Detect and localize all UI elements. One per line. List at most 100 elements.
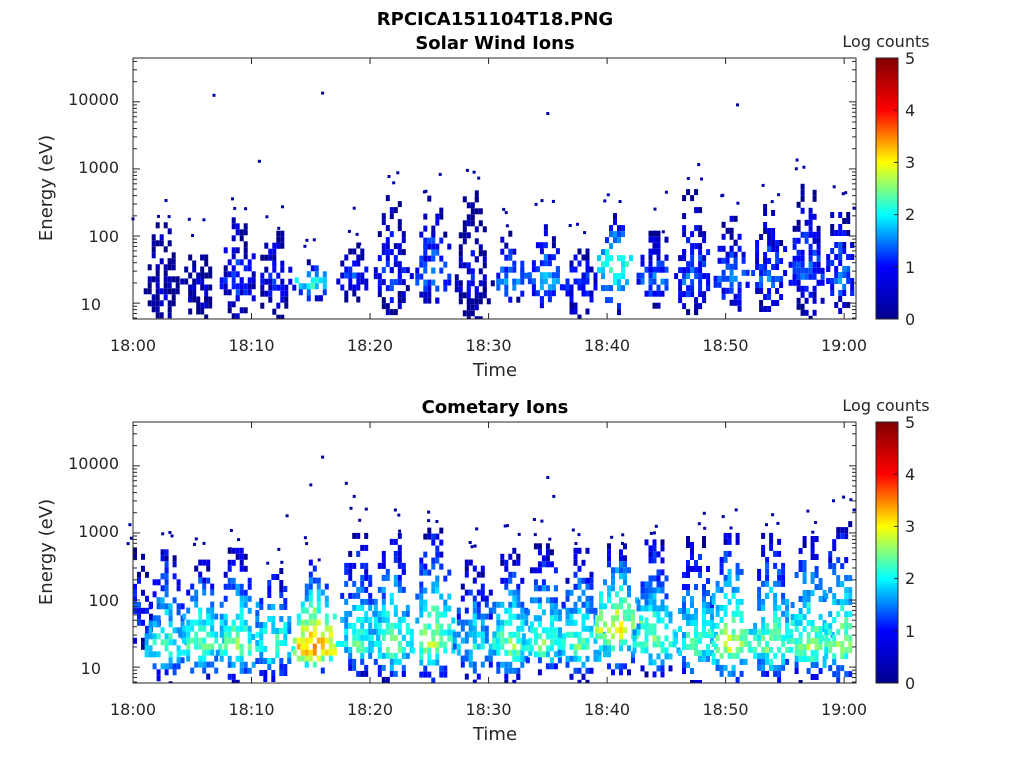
- heatmap-cell: [239, 595, 244, 602]
- heatmap-cell: [198, 577, 203, 584]
- heatmap-cell: [715, 634, 720, 641]
- heatmap-cell: [231, 283, 236, 290]
- heatmap-cell: [316, 607, 321, 614]
- heatmap-cell: [796, 201, 801, 208]
- heatmap-cell: [235, 271, 240, 278]
- heatmap-cell: [381, 598, 386, 605]
- heatmap-cell: [631, 609, 635, 616]
- heatmap-cell: [198, 643, 203, 650]
- heatmap-cell: [352, 640, 357, 647]
- heatmap-cell: [755, 246, 760, 252]
- heatmap-cell: [393, 207, 398, 214]
- heatmap-cell: [660, 266, 665, 273]
- heatmap-cell: [573, 559, 578, 566]
- heatmap-cell: [771, 240, 776, 246]
- heatmap-cell: [145, 571, 149, 578]
- heatmap-cell: [356, 532, 361, 539]
- heatmap-cell: [504, 607, 509, 614]
- heatmap-cell: [373, 640, 378, 647]
- heatmap-cell: [377, 664, 382, 671]
- heatmap-cell: [710, 626, 714, 632]
- heatmap-cell: [419, 587, 424, 594]
- heatmap-cell: [765, 580, 770, 587]
- heatmap-cell: [504, 565, 509, 572]
- heatmap-cell: [283, 604, 288, 610]
- heatmap-cell: [328, 631, 333, 638]
- heatmap-cell: [300, 619, 305, 626]
- heatmap-cell: [798, 650, 803, 656]
- heatmap-cell: [804, 273, 809, 280]
- heatmap-cell: [164, 669, 169, 676]
- heatmap-cell: [686, 620, 690, 626]
- heatmap-cell: [694, 273, 699, 280]
- heatmap-cell: [721, 287, 726, 294]
- heatmap-cell: [512, 655, 517, 662]
- heatmap-cell: [547, 272, 552, 279]
- heatmap-cell: [206, 577, 211, 584]
- heatmap-cell: [694, 309, 699, 316]
- heatmap-cell: [775, 246, 780, 252]
- heatmap-cell: [401, 634, 406, 641]
- heatmap-cell: [368, 580, 373, 587]
- heatmap-cell: [427, 623, 432, 630]
- heatmap-cell: [168, 639, 173, 646]
- heatmap-cell: [818, 614, 823, 620]
- heatmap-cell: [160, 627, 165, 634]
- heatmap-cell: [360, 616, 365, 623]
- heatmap-cell: [239, 589, 244, 596]
- heatmap-cell: [508, 248, 513, 255]
- heatmap-cell: [465, 168, 469, 172]
- heatmap-cell: [474, 292, 479, 299]
- heatmap-cell: [723, 664, 728, 671]
- heatmap-cell: [539, 278, 544, 285]
- heatmap-cell: [427, 285, 432, 292]
- heatmap-cell: [529, 645, 534, 652]
- heatmap-cell: [352, 622, 357, 629]
- heatmap-cell: [844, 599, 849, 606]
- heatmap-cell: [247, 667, 252, 674]
- heatmap-cell: [389, 538, 394, 545]
- heatmap-cell: [208, 284, 213, 291]
- heatmap-cell: [749, 628, 754, 635]
- heatmap-cell: [648, 545, 653, 552]
- heatmap-cell: [194, 601, 199, 608]
- heatmap-cell: [160, 663, 165, 670]
- heatmap-cell: [512, 571, 517, 578]
- heatmap-cell: [164, 609, 169, 616]
- heatmap-cell: [389, 634, 394, 641]
- heatmap-cell: [763, 258, 768, 264]
- heatmap-cell: [512, 595, 517, 602]
- heatmap-cell: [267, 616, 272, 622]
- heatmap-cell: [627, 603, 631, 610]
- heatmap-cell: [533, 567, 538, 574]
- heatmap-cell: [443, 575, 448, 582]
- heatmap-cell: [846, 212, 851, 218]
- heatmap-cell: [468, 559, 473, 566]
- heatmap-cell: [310, 265, 315, 272]
- heatmap-cell: [423, 225, 428, 232]
- heatmap-cell: [435, 629, 440, 636]
- heatmap-cell: [541, 555, 546, 562]
- heatmap-cell: [423, 285, 428, 292]
- heatmap-cell: [597, 267, 601, 274]
- heatmap-cell: [464, 655, 469, 662]
- heatmap-cell: [397, 279, 402, 286]
- heatmap-cell: [816, 237, 821, 244]
- heatmap-cell: [176, 663, 181, 670]
- heatmap-cell: [284, 290, 289, 297]
- heatmap-cell: [190, 625, 195, 632]
- heatmap-cell: [348, 284, 353, 291]
- heatmap-cell: [800, 189, 805, 196]
- heatmap-cell: [244, 207, 248, 211]
- heatmap-cell: [304, 619, 309, 626]
- heatmap-cell: [617, 303, 621, 310]
- heatmap-cell: [397, 622, 402, 629]
- heatmap-cell: [231, 625, 236, 632]
- heatmap-cell: [474, 298, 479, 305]
- heatmap-cell: [235, 655, 240, 662]
- heatmap-cell: [423, 297, 428, 304]
- heatmap-cell: [794, 638, 799, 644]
- heatmap-cell: [504, 679, 509, 683]
- heatmap-cell: [619, 633, 623, 640]
- heatmap-cell: [439, 635, 444, 642]
